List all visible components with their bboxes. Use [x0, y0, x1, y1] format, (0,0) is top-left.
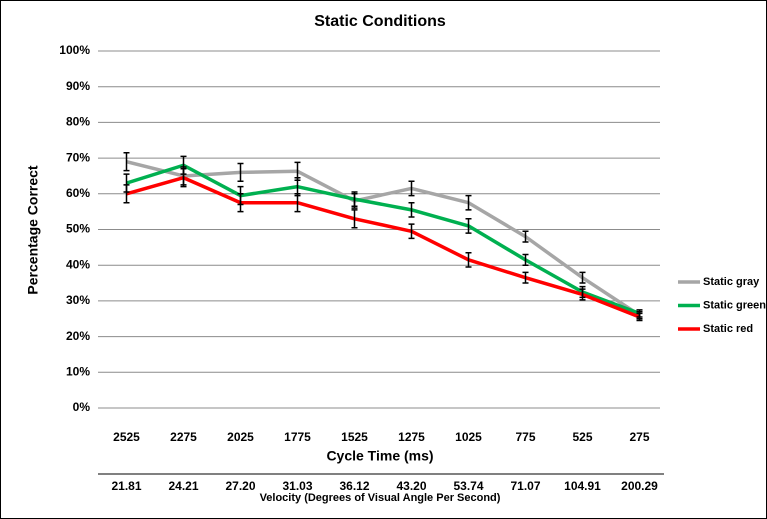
error-bar — [636, 312, 643, 322]
x2-tick-label: 200.29 — [621, 479, 658, 493]
y-tick-label: 100% — [59, 43, 90, 57]
error-bar — [180, 168, 187, 188]
x2-tick-label: 21.81 — [111, 479, 141, 493]
x2-tick-label: 71.07 — [510, 479, 540, 493]
y-tick-label: 20% — [66, 329, 90, 343]
error-bar — [237, 162, 244, 183]
legend-label: Static red — [703, 323, 753, 335]
x-axis-title: Cycle Time (ms) — [326, 448, 433, 464]
x-tick-label: 775 — [515, 430, 535, 444]
series-line — [126, 175, 641, 319]
error-bar — [408, 180, 415, 197]
x-tick-label: 2275 — [170, 430, 197, 444]
error-bar — [465, 218, 472, 234]
x-tick-label: 1525 — [341, 430, 368, 444]
x2-tick-label: 27.20 — [225, 479, 255, 493]
error-bar — [522, 253, 529, 266]
error-bar — [465, 251, 472, 268]
x2-tick-label: 53.74 — [453, 479, 483, 493]
x2-tick-label: 104.91 — [564, 479, 601, 493]
y-axis-title: Percentage Correct — [25, 165, 41, 295]
x2-tick-label: 43.20 — [396, 479, 426, 493]
y-tick-label: 40% — [66, 257, 90, 271]
error-bar — [408, 223, 415, 240]
chart-title: Static Conditions — [314, 13, 446, 30]
error-bar — [294, 193, 301, 213]
y-tick-label: 90% — [66, 79, 90, 93]
error-bar — [465, 194, 472, 211]
x-tick-label: 2525 — [113, 430, 140, 444]
x-tick-label: 1025 — [455, 430, 482, 444]
error-bar — [237, 193, 244, 213]
error-bar — [123, 151, 130, 172]
error-bar — [351, 191, 358, 208]
legend-label: Static gray — [703, 276, 760, 288]
x-tick-label: 275 — [629, 430, 649, 444]
y-tick-label: 10% — [66, 364, 90, 378]
series-line — [125, 163, 641, 316]
x2-tick-label: 36.12 — [339, 479, 369, 493]
y-tick-label: 50% — [66, 222, 90, 236]
y-tick-label: 60% — [66, 186, 90, 200]
x-tick-label: 1775 — [284, 430, 311, 444]
y-tick-label: 30% — [66, 293, 90, 307]
y-tick-label: 70% — [66, 150, 90, 164]
x-tick-label: 1275 — [398, 430, 425, 444]
x2-tick-label: 24.21 — [168, 479, 198, 493]
error-bar — [123, 184, 130, 204]
error-bar — [522, 230, 529, 243]
x2-tick-label: 31.03 — [282, 479, 312, 493]
x2-axis-title: Velocity (Degrees of Visual Angle Per Se… — [260, 492, 501, 504]
error-bar — [522, 271, 529, 284]
error-bar — [351, 209, 358, 229]
series-line — [126, 159, 641, 317]
y-tick-label: 80% — [66, 115, 90, 129]
legend-label: Static green — [703, 299, 766, 311]
x-tick-label: 525 — [572, 430, 592, 444]
error-bar — [579, 288, 586, 301]
x-tick-label: 2025 — [227, 430, 254, 444]
error-bar — [579, 271, 586, 284]
y-tick-label: 0% — [73, 400, 91, 414]
error-bar — [408, 201, 415, 218]
